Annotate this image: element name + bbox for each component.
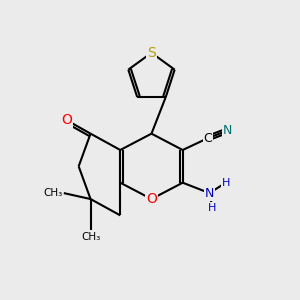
Text: CH₃: CH₃: [81, 232, 100, 242]
Text: H: H: [208, 203, 217, 213]
Text: H: H: [222, 178, 230, 188]
Text: O: O: [61, 113, 72, 127]
Text: CH₃: CH₃: [43, 188, 62, 198]
Text: O: O: [146, 192, 157, 206]
Text: C: C: [204, 132, 212, 145]
Text: N: N: [205, 187, 214, 200]
Text: N: N: [223, 124, 232, 137]
Text: S: S: [147, 46, 156, 60]
